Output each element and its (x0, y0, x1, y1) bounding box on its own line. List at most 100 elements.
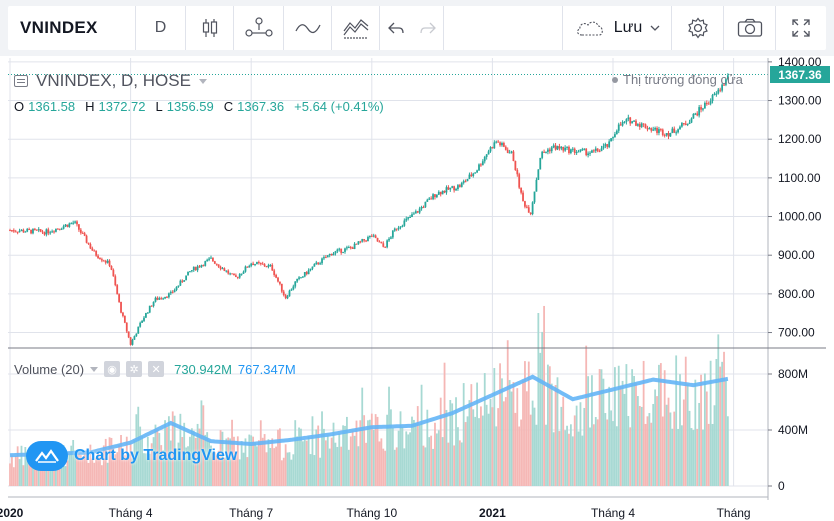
candle-body (292, 286, 295, 290)
settings-button[interactable] (672, 6, 724, 50)
candle-body (225, 270, 228, 272)
candle-body (596, 148, 599, 152)
volume-bar (185, 447, 188, 486)
volume-bar (118, 445, 121, 486)
candle-body (280, 283, 283, 292)
candle-body (154, 297, 157, 302)
symbol-search-button[interactable]: VNINDEX (8, 6, 136, 50)
snapshot-button[interactable] (724, 6, 776, 50)
volume-bar (20, 445, 23, 486)
fullscreen-button[interactable] (776, 6, 826, 50)
volume-bar (671, 428, 674, 486)
candle-body (141, 320, 143, 323)
volume-bar (652, 403, 655, 486)
volume-bar (298, 427, 300, 486)
candle-body (349, 247, 352, 249)
volume-bar (139, 426, 142, 486)
volume-bar (514, 412, 517, 486)
eye-icon[interactable]: ◉ (104, 361, 121, 377)
candle-body (265, 266, 268, 268)
volume-bar (472, 409, 475, 486)
chevron-down-icon[interactable] (198, 78, 207, 84)
candle-body (604, 144, 607, 147)
candle-body (332, 253, 335, 256)
candle-body (229, 273, 232, 275)
interval-button[interactable]: D (136, 6, 186, 50)
save-button[interactable]: Lưu (562, 6, 672, 50)
candle-body (395, 228, 398, 230)
candle-body (688, 122, 691, 125)
candle-body (608, 141, 611, 148)
compare-button[interactable] (284, 6, 332, 50)
candle-body (679, 126, 681, 130)
volume-bar (726, 416, 729, 486)
high-label: H (85, 99, 95, 114)
candle-body (606, 144, 609, 148)
volume-bar (625, 364, 628, 486)
volume-bar (598, 369, 601, 486)
candle-body (122, 312, 124, 316)
volume-bar (669, 412, 672, 486)
volume-bar (547, 364, 549, 486)
candle-body (610, 138, 612, 142)
candle-body (457, 185, 459, 190)
candle-body (269, 264, 272, 266)
candle-body (566, 146, 568, 148)
candle-body (347, 247, 350, 249)
candle-body (215, 263, 218, 265)
candle-body (416, 211, 419, 213)
volume-bar (231, 419, 233, 486)
volume-bar (380, 438, 383, 486)
volume-bar (336, 446, 339, 486)
volume-bar (202, 405, 205, 486)
volume-bar (215, 455, 218, 486)
close-icon[interactable]: ✕ (148, 361, 165, 377)
candle-body (236, 276, 239, 278)
indicators-button[interactable] (234, 6, 284, 50)
templates-button[interactable] (332, 6, 380, 50)
volume-bar (470, 384, 473, 486)
candle-body (648, 128, 651, 130)
candle-body (535, 179, 538, 192)
candle-body (58, 228, 61, 230)
candle-body (497, 141, 500, 143)
volume-bar (675, 355, 678, 486)
gear-icon[interactable]: ✲ (126, 361, 143, 377)
volume-bar (562, 396, 565, 486)
volume-bar (355, 420, 358, 486)
candle-body (32, 228, 34, 234)
volume-bar (690, 428, 693, 486)
volume-bar (560, 406, 563, 486)
candle-body (135, 333, 138, 337)
time-tick-label: 2021 (479, 506, 506, 520)
candle-body (435, 194, 438, 198)
redo-button[interactable] (412, 6, 444, 50)
chart-type-button[interactable] (186, 6, 234, 50)
volume-bar (418, 424, 421, 486)
volume-bar (263, 434, 266, 486)
series-settings-icon[interactable] (14, 75, 28, 87)
volume-bar (583, 407, 586, 486)
redo-icon (419, 22, 436, 34)
candle-body (441, 190, 444, 195)
volume-bar (252, 436, 255, 486)
volume-bar (499, 363, 501, 486)
volume-bar (493, 368, 496, 486)
chevron-down-icon[interactable] (90, 366, 99, 372)
volume-bar (610, 410, 612, 486)
candle-body (612, 137, 614, 139)
undo-button[interactable] (380, 6, 412, 50)
tradingview-watermark[interactable]: Chart by TradingView (26, 441, 237, 471)
candle-body (627, 117, 630, 120)
volume-bar (705, 391, 708, 486)
volume-bars (9, 305, 729, 486)
time-tick-label: Tháng 4 (109, 506, 153, 520)
volume-bar (81, 458, 84, 486)
candle-body (453, 186, 456, 191)
volume-bar (589, 427, 591, 486)
volume-bar (152, 437, 155, 486)
candle-body (646, 128, 649, 130)
candle-body (518, 174, 521, 188)
volume-bar (686, 384, 689, 486)
